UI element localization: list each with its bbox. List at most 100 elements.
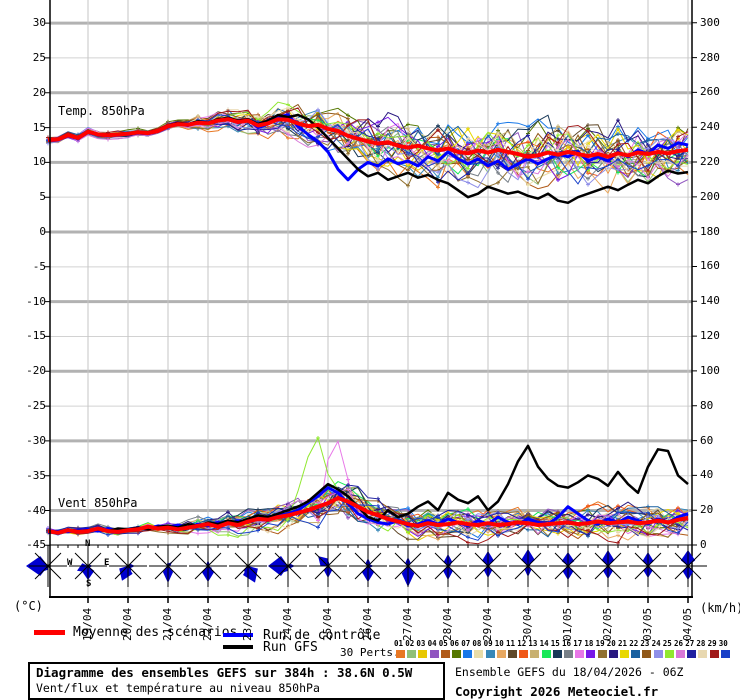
pert-number: 08 bbox=[472, 639, 482, 648]
wind-rose bbox=[268, 545, 307, 587]
wind-rose-petal bbox=[77, 563, 88, 573]
temp-axis-tick-label: -35 bbox=[26, 468, 46, 482]
pert-color-swatch bbox=[552, 650, 562, 658]
pert-number: 04 bbox=[427, 639, 437, 648]
wind-axis-tick-label: 260 bbox=[700, 85, 720, 99]
wind-rose bbox=[389, 545, 427, 587]
pert-color-swatch bbox=[440, 650, 450, 658]
date-label: 21/04 bbox=[161, 607, 174, 641]
pert-number: 18 bbox=[584, 639, 594, 648]
pert-number: 14 bbox=[539, 639, 549, 648]
pert-number: 17 bbox=[573, 639, 583, 648]
temp-axis-tick-label: -30 bbox=[26, 433, 46, 447]
temp-axis-tick-label: -45 bbox=[26, 538, 46, 552]
pert-color-swatch bbox=[463, 650, 473, 658]
date-label: 27/04 bbox=[401, 607, 414, 641]
pert-color-swatch bbox=[653, 650, 663, 658]
pert-number: 30 bbox=[718, 639, 728, 648]
pert-color-swatch bbox=[586, 650, 596, 658]
date-label: 30/04 bbox=[521, 607, 534, 641]
wind-axis-tick-label: 40 bbox=[700, 468, 714, 482]
wind-rose bbox=[589, 545, 627, 587]
compass-e-label: E bbox=[104, 558, 110, 568]
axis-ticks bbox=[45, 22, 697, 546]
date-label: 22/04 bbox=[201, 607, 214, 641]
pert-color-swatch bbox=[429, 650, 439, 658]
temp-axis-tick-label: -15 bbox=[26, 329, 46, 343]
copyright: Copyright 2026 Meteociel.fr bbox=[455, 684, 659, 699]
wind-rose-spoke bbox=[274, 552, 302, 580]
ensemble-member-temp-line bbox=[46, 112, 689, 190]
date-label: 28/04 bbox=[441, 607, 454, 641]
date-label: 04/05 bbox=[681, 607, 694, 641]
pert-number: 28 bbox=[696, 639, 706, 648]
pert-color-swatch bbox=[687, 650, 697, 658]
temp-axis-tick-label: -20 bbox=[26, 364, 46, 378]
pert-color-swatch bbox=[474, 650, 484, 658]
pert-color-swatch bbox=[541, 650, 551, 658]
wind-rose-spoke bbox=[394, 552, 422, 580]
footer-title: Diagramme des ensembles GEFS sur 384h : … bbox=[36, 665, 413, 680]
wind-rose bbox=[629, 545, 667, 587]
temp-axis-tick-label: -5 bbox=[32, 259, 46, 273]
pert-color-swatch bbox=[407, 650, 417, 658]
pert-color-swatch bbox=[519, 650, 529, 658]
wind-rose-spoke bbox=[154, 552, 182, 580]
pert-number: 11 bbox=[506, 639, 516, 648]
pert-number: 16 bbox=[562, 639, 572, 648]
wind-rose bbox=[149, 545, 187, 587]
temp-unit-label: (°C) bbox=[14, 599, 43, 613]
pert-color-swatch bbox=[698, 650, 708, 658]
wind-axis-tick-label: 60 bbox=[700, 433, 714, 447]
pert-number: 24 bbox=[651, 639, 661, 648]
wind-rose bbox=[229, 545, 267, 587]
pert-number: 26 bbox=[674, 639, 684, 648]
footer-box: Diagramme des ensembles GEFS sur 384h : … bbox=[28, 662, 445, 700]
pert-color-swatch bbox=[642, 650, 652, 658]
wind-rose bbox=[109, 545, 147, 587]
pert-number: 21 bbox=[618, 639, 628, 648]
pert-number: 10 bbox=[494, 639, 504, 648]
temp-panel-label: Temp. 850hPa bbox=[58, 104, 145, 118]
wind-unit-label: (km/h) bbox=[700, 601, 740, 615]
temp-axis-tick-label: -10 bbox=[26, 294, 46, 308]
temp-axis-tick-label: 30 bbox=[32, 16, 46, 30]
pert-color-swatch bbox=[664, 650, 674, 658]
legend-gfs-swatch bbox=[223, 645, 253, 649]
temp-axis-tick-label: 15 bbox=[32, 120, 46, 134]
pert-color-swatch bbox=[485, 650, 495, 658]
pert-color-swatch bbox=[418, 650, 428, 658]
pert-color-swatch bbox=[676, 650, 685, 658]
wind-axis-tick-label: 180 bbox=[700, 224, 720, 238]
legend-mean-swatch bbox=[34, 630, 65, 635]
wind-panel-label: Vent 850hPa bbox=[58, 496, 138, 510]
compass-n-label: N bbox=[85, 539, 91, 549]
wind-rose-spoke bbox=[314, 552, 342, 580]
pert-color-swatch bbox=[530, 650, 540, 658]
pert-number: 06 bbox=[450, 639, 460, 648]
pert-number: 12 bbox=[517, 639, 527, 648]
date-label: 29/04 bbox=[481, 607, 494, 641]
temp-axis-tick-label: -25 bbox=[26, 399, 46, 413]
wind-rose bbox=[189, 545, 227, 587]
wind-rose-spoke bbox=[554, 552, 582, 580]
wind-rose bbox=[69, 545, 107, 587]
legend-control-swatch bbox=[223, 633, 253, 637]
wind-axis-tick-label: 280 bbox=[700, 50, 720, 64]
run-info: Ensemble GEFS du 18/04/2026 - 06Z bbox=[455, 665, 684, 679]
wind-rose-spoke bbox=[194, 552, 222, 580]
pert-number: 22 bbox=[629, 639, 639, 648]
wind-rose bbox=[469, 545, 507, 587]
legend-mean-label: Moyenne des scénarios bbox=[73, 625, 238, 640]
wind-rose bbox=[349, 545, 387, 587]
pert-color-swatch bbox=[575, 650, 585, 658]
wind-axis-tick-label: 220 bbox=[700, 155, 720, 169]
pert-number: 01 bbox=[394, 639, 404, 648]
pert-color-swatch bbox=[564, 650, 573, 658]
wind-rose-spoke bbox=[74, 552, 102, 580]
date-label: 23/04 bbox=[241, 607, 254, 641]
wind-rose-spoke bbox=[474, 552, 502, 580]
pert-color-swatch bbox=[709, 650, 719, 658]
